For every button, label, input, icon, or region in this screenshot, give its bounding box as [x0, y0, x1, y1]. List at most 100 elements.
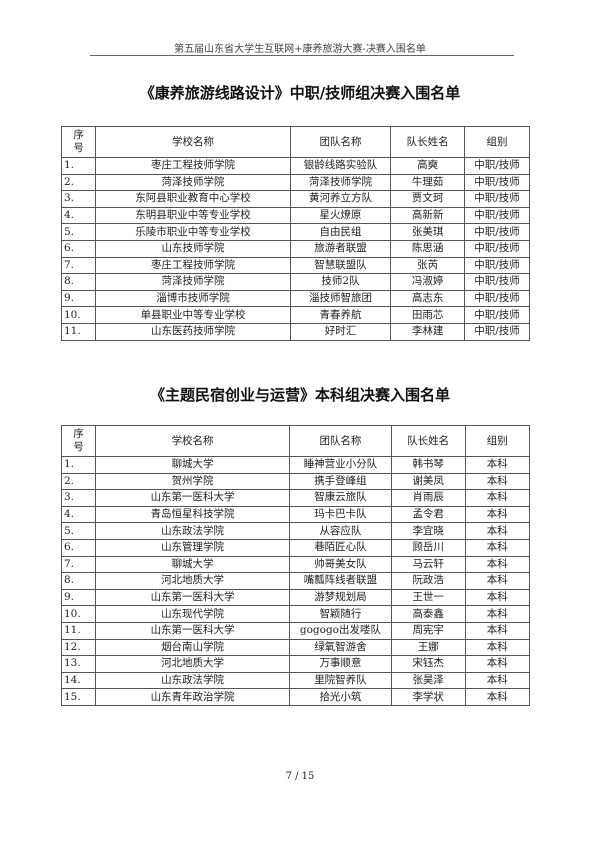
- captain-cell: 马云轩: [390, 555, 466, 574]
- team-cell: 玛卡巴卡队: [289, 505, 392, 524]
- school-cell: 山东管理学院: [95, 538, 291, 557]
- table-row: 3. 东阿县职业教育中心学校 黄河养立方队 贾文珂 中职/技师: [60, 190, 530, 208]
- captain-cell: 牛理茹: [390, 173, 466, 192]
- school-cell: 乐陵市职业中等专业学校: [95, 223, 291, 241]
- captain-cell: 张芮: [390, 256, 466, 275]
- team-cell: 旅游者联盟: [289, 239, 392, 258]
- seq-cell: 14.: [60, 671, 97, 690]
- seq-cell: 7.: [60, 256, 97, 275]
- page-number: 7 / 15: [285, 771, 315, 782]
- group-cell: 中职/技师: [464, 190, 530, 208]
- table-row: 1. 枣庄工程技师学院 银龄线路实验队 高奭 中职/技师: [60, 157, 530, 175]
- school-cell: 枣庄工程技师学院: [95, 157, 291, 175]
- school-cell: 菏泽技师学院: [95, 173, 291, 192]
- table-row: 9. 淄博市技师学院 淄技师智旅团 高志东 中职/技师: [60, 289, 530, 308]
- column-header: 队长姓名: [390, 126, 466, 158]
- column-header: 序号: [60, 126, 97, 158]
- table-row: 12. 烟台南山学院 绿氧智游舍 王娜 本科: [60, 638, 531, 657]
- table-row: 1. 聊城大学 睡神营业小分队 韩书琴 本科: [60, 456, 531, 474]
- column-header: 组别: [464, 425, 531, 457]
- school-cell: 河北地质大学: [95, 572, 291, 590]
- table-header-row: 序号学校名称 团队名称 队长姓名 组别: [60, 126, 530, 158]
- team-cell: 智康云旅队: [289, 489, 392, 507]
- team-cell: 嘴瓢阵线者联盟: [289, 572, 392, 590]
- team-cell: 里院智养队: [289, 671, 392, 690]
- seq-cell: 10.: [60, 605, 97, 623]
- table-row: 6. 山东管理学院 巷陌匠心队 顾岳川 本科: [60, 538, 531, 557]
- group-cell: 本科: [464, 638, 531, 657]
- seq-cell: 4.: [60, 206, 97, 225]
- seq-cell: 5.: [60, 223, 97, 241]
- seq-cell: 4.: [60, 505, 97, 524]
- school-cell: 淄博市技师学院: [95, 289, 291, 308]
- school-cell: 山东现代学院: [95, 605, 291, 623]
- school-cell: 河北地质大学: [95, 655, 291, 673]
- seq-cell: 9.: [60, 289, 97, 308]
- seq-cell: 10.: [60, 306, 97, 324]
- team-cell: 智颖随行: [289, 605, 392, 623]
- team-cell: 游梦规划局: [289, 588, 392, 607]
- team-cell: 菏泽技师学院: [289, 173, 392, 192]
- group-cell: 本科: [464, 489, 531, 507]
- table-header-row: 序号学校名称 团队名称 队长姓名 组别: [60, 425, 531, 457]
- captain-cell: 李宜晓: [390, 522, 466, 540]
- table-row: 13. 河北地质大学 万事顺意 宋钰杰 本科: [60, 655, 531, 673]
- table-row: 4. 东明县职业中等专业学校 星火燎原 高新新 中职/技师: [60, 206, 530, 225]
- section1-table: 序号学校名称 团队名称 队长姓名 组别 1. 枣庄工程技师学院 银龄线路实验队 高奭 中职/技师…: [60, 126, 530, 341]
- group-cell: 本科: [464, 621, 531, 640]
- column-header: 序号: [60, 425, 97, 457]
- captain-cell: 张昊泽: [390, 671, 466, 690]
- column-header: 团队名称: [289, 425, 392, 457]
- seq-cell: 6.: [60, 538, 97, 557]
- column-header: 组别: [464, 126, 530, 158]
- group-cell: 本科: [464, 538, 531, 557]
- captain-cell: 贾文珂: [390, 190, 466, 208]
- group-cell: 本科: [464, 572, 531, 590]
- team-cell: 携手登峰组: [289, 472, 392, 491]
- team-cell: gogogo出发喽队: [289, 621, 392, 640]
- team-cell: 帅哥美女队: [289, 555, 392, 574]
- seq-cell: 3.: [60, 190, 97, 208]
- captain-cell: 陈思涵: [390, 239, 466, 258]
- group-cell: 本科: [464, 505, 531, 524]
- school-cell: 贺州学院: [95, 472, 291, 491]
- school-cell: 菏泽技师学院: [95, 273, 291, 291]
- column-header: 学校名称: [95, 126, 291, 158]
- table-row: 15. 山东青年政治学院 拾光小筑 李学状 本科: [60, 688, 531, 706]
- school-cell: 东明县职业中等专业学校: [95, 206, 291, 225]
- table-row: 8. 河北地质大学 嘴瓢阵线者联盟 阮政浩 本科: [60, 572, 531, 590]
- column-header: 团队名称: [289, 126, 392, 158]
- captain-cell: 高志东: [390, 289, 466, 308]
- captain-cell: 田雨芯: [390, 306, 466, 324]
- group-cell: 本科: [464, 456, 531, 474]
- team-cell: 星火燎原: [289, 206, 392, 225]
- seq-cell: 11.: [60, 621, 97, 640]
- team-cell: 技师2队: [289, 273, 392, 291]
- group-cell: 本科: [464, 605, 531, 623]
- team-cell: 巷陌匠心队: [289, 538, 392, 557]
- table-row: 7. 枣庄工程技师学院 智慧联盟队 张芮 中职/技师: [60, 256, 530, 275]
- school-cell: 山东第一医科大学: [95, 621, 291, 640]
- school-cell: 山东第一医科大学: [95, 588, 291, 607]
- group-cell: 中职/技师: [464, 206, 530, 225]
- team-cell: 智慧联盟队: [289, 256, 392, 275]
- captain-cell: 李学状: [390, 688, 466, 706]
- school-cell: 烟台南山学院: [95, 638, 291, 657]
- seq-cell: 13.: [60, 655, 97, 673]
- group-cell: 本科: [464, 688, 531, 706]
- captain-cell: 高泰鑫: [390, 605, 466, 623]
- captain-cell: 宋钰杰: [390, 655, 466, 673]
- captain-cell: 韩书琴: [390, 456, 466, 474]
- seq-cell: 3.: [60, 489, 97, 507]
- captain-cell: 王娜: [390, 638, 466, 657]
- table-row: 8. 菏泽技师学院 技师2队 冯淑婷 中职/技师: [60, 273, 530, 291]
- table-row: 4. 青岛恒星科技学院 玛卡巴卡队 孟令君 本科: [60, 505, 531, 524]
- team-cell: 银龄线路实验队: [289, 157, 392, 175]
- seq-cell: 7.: [60, 555, 97, 574]
- seq-cell: 1.: [60, 456, 97, 474]
- school-cell: 山东政法学院: [95, 522, 291, 540]
- group-cell: 中职/技师: [464, 157, 530, 175]
- group-cell: 本科: [464, 655, 531, 673]
- seq-cell: 1.: [60, 157, 97, 175]
- team-cell: 从容应队: [289, 522, 392, 540]
